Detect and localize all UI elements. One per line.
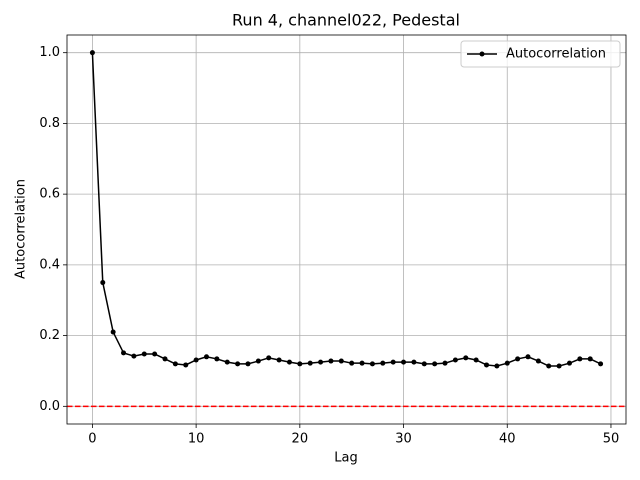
data-point [297,361,303,367]
y-tick-label: 0.0 [39,399,60,414]
data-point [421,361,427,367]
data-point [380,360,386,366]
data-point [473,357,479,363]
data-point [141,351,147,357]
data-point [535,358,541,364]
data-point [276,357,282,363]
data-point [328,358,334,364]
x-tick-label: 40 [499,432,516,447]
data-point [432,361,438,367]
data-point [515,356,521,362]
data-point [318,359,324,365]
x-tick-label: 50 [603,432,620,447]
data-point [203,354,209,360]
data-point [587,356,593,362]
x-tick-label: 30 [395,432,412,447]
x-axis-label: Lag [334,451,357,466]
data-point [369,361,375,367]
chart-title: Run 4, channel022, Pedestal [232,11,460,30]
y-tick-label: 0.4 [39,257,60,272]
data-point [214,356,220,362]
y-tick-label: 0.6 [39,187,60,202]
data-point [245,361,251,367]
legend-label: Autocorrelation [506,47,606,62]
data-point [411,359,417,365]
data-point [224,359,230,365]
legend-marker [479,51,485,57]
data-point [110,329,116,335]
data-point [131,353,137,359]
data-point [235,361,241,367]
data-point [577,356,583,362]
data-point [152,351,158,357]
x-tick-label: 10 [188,432,205,447]
data-point [463,355,469,361]
legend-box [460,40,621,68]
data-point [286,359,292,365]
data-point [525,354,531,360]
y-tick-label: 0.2 [39,328,60,343]
data-point [452,357,458,363]
data-point [183,362,189,368]
data-point [100,280,106,286]
data-point [349,360,355,366]
data-point [266,355,272,361]
data-point [390,359,396,365]
data-point [556,363,562,369]
data-point [566,360,572,366]
data-point [172,361,178,367]
data-point [338,358,344,364]
x-tick-label: 20 [292,432,309,447]
data-point [504,360,510,366]
legend: Autocorrelation [460,40,621,68]
data-point [89,50,95,56]
data-point [484,362,490,368]
y-tick-label: 0.8 [39,116,60,131]
data-point [162,356,168,362]
data-point [193,357,199,363]
data-point [546,363,552,369]
data-point [494,363,500,369]
data-point [359,360,365,366]
data-point [121,350,127,356]
data-point [255,358,261,364]
data-point [598,361,604,367]
data-point [442,360,448,366]
data-point [401,359,407,365]
y-tick-label: 1.0 [39,45,60,60]
y-axis-label: Autocorrelation [14,179,29,279]
x-tick-label: 0 [88,432,96,447]
plot-frame [66,34,627,425]
data-point [307,360,313,366]
